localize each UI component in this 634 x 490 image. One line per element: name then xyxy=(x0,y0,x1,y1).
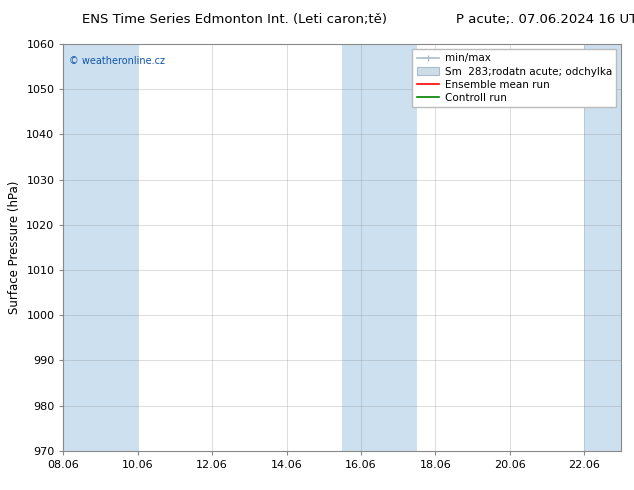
Text: P acute;. 07.06.2024 16 UTC: P acute;. 07.06.2024 16 UTC xyxy=(456,13,634,26)
Bar xyxy=(63,44,138,451)
Y-axis label: Surface Pressure (hPa): Surface Pressure (hPa) xyxy=(8,181,21,314)
Text: © weatheronline.cz: © weatheronline.cz xyxy=(69,56,165,66)
Text: ENS Time Series Edmonton Int. (Leti caron;tě): ENS Time Series Edmonton Int. (Leti caro… xyxy=(82,13,387,26)
Bar xyxy=(584,44,634,451)
Legend: min/max, Sm  283;rodatn acute; odchylka, Ensemble mean run, Controll run: min/max, Sm 283;rodatn acute; odchylka, … xyxy=(412,49,616,107)
Bar xyxy=(342,44,417,451)
